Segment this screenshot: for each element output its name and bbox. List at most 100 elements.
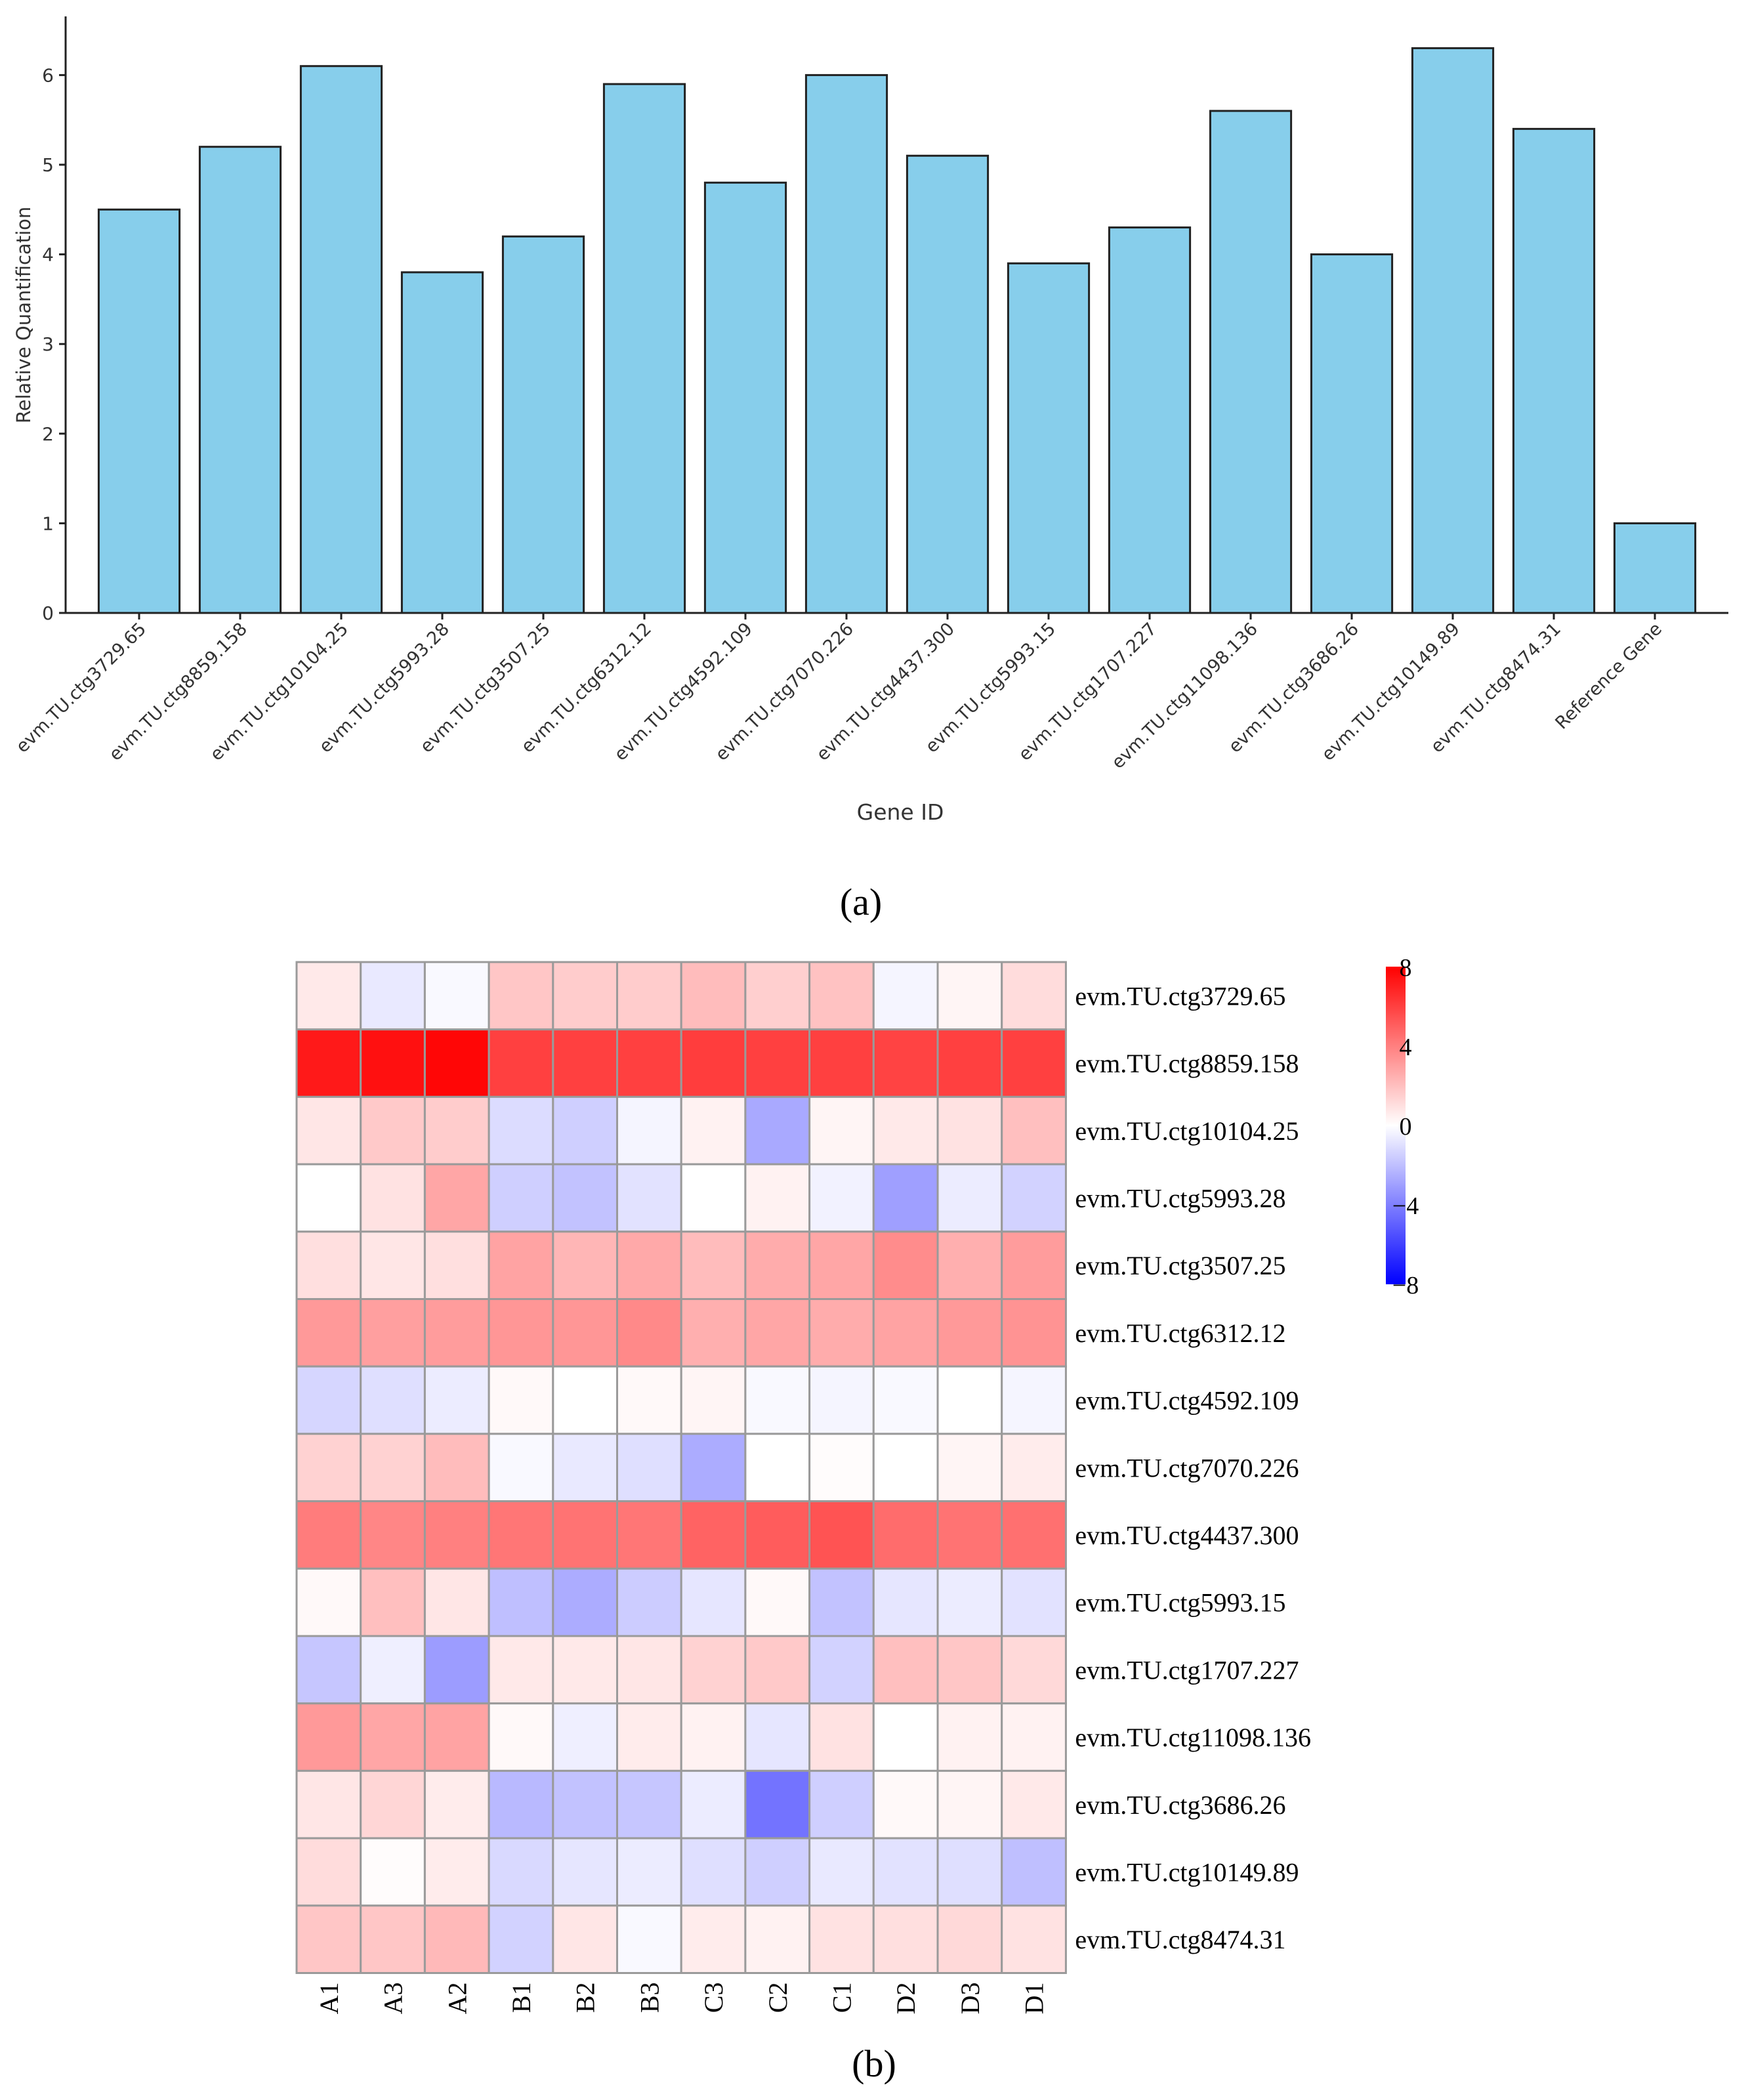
heatmap-cell-evm.TU.ctg5993.15-C3 xyxy=(680,1567,747,1637)
panel-label-b: (b) xyxy=(852,2042,896,2085)
colorbar-tick-label: −8 xyxy=(1392,1272,1419,1299)
heatmap-cell-evm.TU.ctg3729.65-D1 xyxy=(1001,961,1067,1031)
heatmap-cell-evm.TU.ctg10104.25-D3 xyxy=(936,1095,1003,1166)
heatmap-cell-evm.TU.ctg8474.31-D3 xyxy=(936,1904,1003,1975)
heatmap-cell-evm.TU.ctg3507.25-D3 xyxy=(936,1230,1003,1301)
heatmap-row-label: evm.TU.ctg3507.25 xyxy=(1075,1251,1285,1280)
heatmap-cell-evm.TU.ctg10104.25-C2 xyxy=(744,1095,811,1166)
heatmap-cell-evm.TU.ctg5993.28-A1 xyxy=(295,1163,362,1233)
x-tick-label: Reference Gene xyxy=(1551,619,1666,734)
heatmap-cell-evm.TU.ctg5993.15-C1 xyxy=(808,1567,875,1637)
heatmap-cell-evm.TU.ctg3729.65-C1 xyxy=(808,961,875,1031)
heatmap-cell-evm.TU.ctg3686.26-D1 xyxy=(1001,1769,1067,1839)
heatmap-cell-evm.TU.ctg4437.300-D2 xyxy=(872,1500,939,1570)
heatmap-cell-evm.TU.ctg8859.158-B3 xyxy=(616,1028,682,1098)
heatmap-cell-evm.TU.ctg8859.158-C1 xyxy=(808,1028,875,1098)
heatmap-cell-evm.TU.ctg10104.25-C1 xyxy=(808,1095,875,1166)
panel-label-a: (a) xyxy=(840,881,882,923)
heatmap-cell-evm.TU.ctg8474.31-C3 xyxy=(680,1904,747,1975)
heatmap-column-label: D3 xyxy=(955,1983,985,2015)
heatmap-cell-evm.TU.ctg6312.12-D2 xyxy=(872,1298,939,1368)
heatmap-cell-evm.TU.ctg3507.25-A2 xyxy=(423,1230,490,1301)
heatmap-cell-evm.TU.ctg5993.15-B2 xyxy=(552,1567,618,1637)
heatmap-row-labels: evm.TU.ctg3729.65 evm.TU.ctg8859.158 evm.T… xyxy=(1075,981,1311,1954)
heatmap-cell-evm.TU.ctg11098.136-D2 xyxy=(872,1702,939,1772)
heatmap-cell-evm.TU.ctg3686.26-C3 xyxy=(680,1769,747,1839)
heatmap-cell-evm.TU.ctg3686.26-B3 xyxy=(616,1769,682,1839)
bar-evm.TU.ctg5993.15 xyxy=(1007,262,1091,614)
heatmap-cell-evm.TU.ctg10149.89-C3 xyxy=(680,1837,747,1907)
heatmap-cell-evm.TU.ctg10104.25-B3 xyxy=(616,1095,682,1166)
heatmap-cell-evm.TU.ctg5993.15-C2 xyxy=(744,1567,811,1637)
heatmap-cell-evm.TU.ctg3686.26-B1 xyxy=(488,1769,554,1839)
heatmap-cell-evm.TU.ctg4437.300-C2 xyxy=(744,1500,811,1570)
heatmap-cell-evm.TU.ctg1707.227-A3 xyxy=(360,1635,426,1705)
heatmap-cell-evm.TU.ctg5993.28-C3 xyxy=(680,1163,747,1233)
heatmap-cell-evm.TU.ctg5993.28-B3 xyxy=(616,1163,682,1233)
heatmap-cell-evm.TU.ctg10104.25-B2 xyxy=(552,1095,618,1166)
heatmap-cell-evm.TU.ctg7070.226-C3 xyxy=(680,1433,747,1503)
heatmap-cell-evm.TU.ctg1707.227-B1 xyxy=(488,1635,554,1705)
heatmap-cell-evm.TU.ctg1707.227-B2 xyxy=(552,1635,618,1705)
bar-evm.TU.ctg5993.28 xyxy=(400,271,484,614)
heatmap-column-label: A1 xyxy=(314,1983,344,2015)
heatmap-cell-evm.TU.ctg3507.25-A3 xyxy=(360,1230,426,1301)
heatmap-cell-evm.TU.ctg5993.28-C2 xyxy=(744,1163,811,1233)
heatmap-cell-evm.TU.ctg7070.226-A1 xyxy=(295,1433,362,1503)
heatmap-cell-evm.TU.ctg11098.136-A2 xyxy=(423,1702,490,1772)
heatmap-cell-evm.TU.ctg10104.25-D2 xyxy=(872,1095,939,1166)
colorbar-tick-label: 0 xyxy=(1400,1113,1412,1141)
heatmap-cell-evm.TU.ctg5993.28-D3 xyxy=(936,1163,1003,1233)
heatmap-cell-evm.TU.ctg3729.65-C2 xyxy=(744,961,811,1031)
heatmap-row-label: evm.TU.ctg4592.109 xyxy=(1075,1386,1299,1416)
heatmap-cell-evm.TU.ctg5993.28-D1 xyxy=(1001,1163,1067,1233)
heatmap-row-label: evm.TU.ctg6312.12 xyxy=(1075,1318,1285,1348)
colorbar-tick-label: 4 xyxy=(1400,1034,1412,1061)
bar-evm.TU.ctg6312.12 xyxy=(602,83,686,614)
bar-evm.TU.ctg7070.226 xyxy=(804,74,888,614)
bar-evm.TU.ctg3729.65 xyxy=(97,208,181,614)
heatmap-cell-evm.TU.ctg1707.227-A2 xyxy=(423,1635,490,1705)
heatmap-cell-evm.TU.ctg10149.89-B3 xyxy=(616,1837,682,1907)
heatmap-cell-evm.TU.ctg3507.25-A1 xyxy=(295,1230,362,1301)
heatmap-cell-evm.TU.ctg4592.109-A2 xyxy=(423,1365,490,1435)
heatmap-cell-evm.TU.ctg4437.300-C1 xyxy=(808,1500,875,1570)
heatmap-cell-evm.TU.ctg10149.89-A3 xyxy=(360,1837,426,1907)
colorbar: 8 4 0 −4 −8 xyxy=(1386,954,1419,1299)
heatmap-cell-evm.TU.ctg11098.136-C3 xyxy=(680,1702,747,1772)
heatmap-cell-evm.TU.ctg3507.25-B3 xyxy=(616,1230,682,1301)
heatmap-cell-evm.TU.ctg3507.25-D2 xyxy=(872,1230,939,1301)
heatmap-column-label: C1 xyxy=(827,1983,856,2013)
heatmap-cell-evm.TU.ctg7070.226-C1 xyxy=(808,1433,875,1503)
heatmap-cell-evm.TU.ctg10149.89-D1 xyxy=(1001,1837,1067,1907)
heatmap-cell-evm.TU.ctg1707.227-C2 xyxy=(744,1635,811,1705)
x-ticks: evm.TU.ctg3729.65evm.TU.ctg8859.158evm.T… xyxy=(12,613,1666,773)
heatmap-cell-evm.TU.ctg8859.158-C3 xyxy=(680,1028,747,1098)
bar-evm.TU.ctg3507.25 xyxy=(501,235,585,614)
heatmap-cell-evm.TU.ctg6312.12-C2 xyxy=(744,1298,811,1368)
bar-evm.TU.ctg1707.227 xyxy=(1108,226,1192,614)
heatmap-cell-evm.TU.ctg5993.28-B1 xyxy=(488,1163,554,1233)
heatmap-cell-evm.TU.ctg8859.158-C2 xyxy=(744,1028,811,1098)
heatmap-cell-evm.TU.ctg6312.12-C1 xyxy=(808,1298,875,1368)
heatmap-cell-evm.TU.ctg5993.15-D3 xyxy=(936,1567,1003,1637)
heatmap-cell-evm.TU.ctg10104.25-D1 xyxy=(1001,1095,1067,1166)
heatmap-row-label: evm.TU.ctg11098.136 xyxy=(1075,1723,1311,1752)
heatmap-row-label: evm.TU.ctg5993.15 xyxy=(1075,1588,1285,1618)
bar-series xyxy=(97,47,1697,614)
heatmap-row-label: evm.TU.ctg7070.226 xyxy=(1075,1453,1299,1482)
colorbar-tick-label: −4 xyxy=(1392,1192,1419,1220)
heatmap-cell-evm.TU.ctg10149.89-D2 xyxy=(872,1837,939,1907)
heatmap-cell-evm.TU.ctg5993.15-B3 xyxy=(616,1567,682,1637)
heatmap-cell-evm.TU.ctg5993.15-A2 xyxy=(423,1567,490,1637)
heatmap-cell-evm.TU.ctg6312.12-B2 xyxy=(552,1298,618,1368)
bar-evm.TU.ctg4437.300 xyxy=(906,154,990,614)
heatmap-cell-evm.TU.ctg4592.109-D3 xyxy=(936,1365,1003,1435)
heatmap-cell-evm.TU.ctg11098.136-C2 xyxy=(744,1702,811,1772)
heatmap-cell-evm.TU.ctg10149.89-A2 xyxy=(423,1837,490,1907)
heatmap-cell-evm.TU.ctg8859.158-A1 xyxy=(295,1028,362,1098)
heatmap-cell-evm.TU.ctg8474.31-A1 xyxy=(295,1904,362,1975)
heatmap-cell-evm.TU.ctg3729.65-B2 xyxy=(552,961,618,1031)
heatmap-cell-evm.TU.ctg5993.15-D1 xyxy=(1001,1567,1067,1637)
y-tick-label: 6 xyxy=(42,64,54,86)
